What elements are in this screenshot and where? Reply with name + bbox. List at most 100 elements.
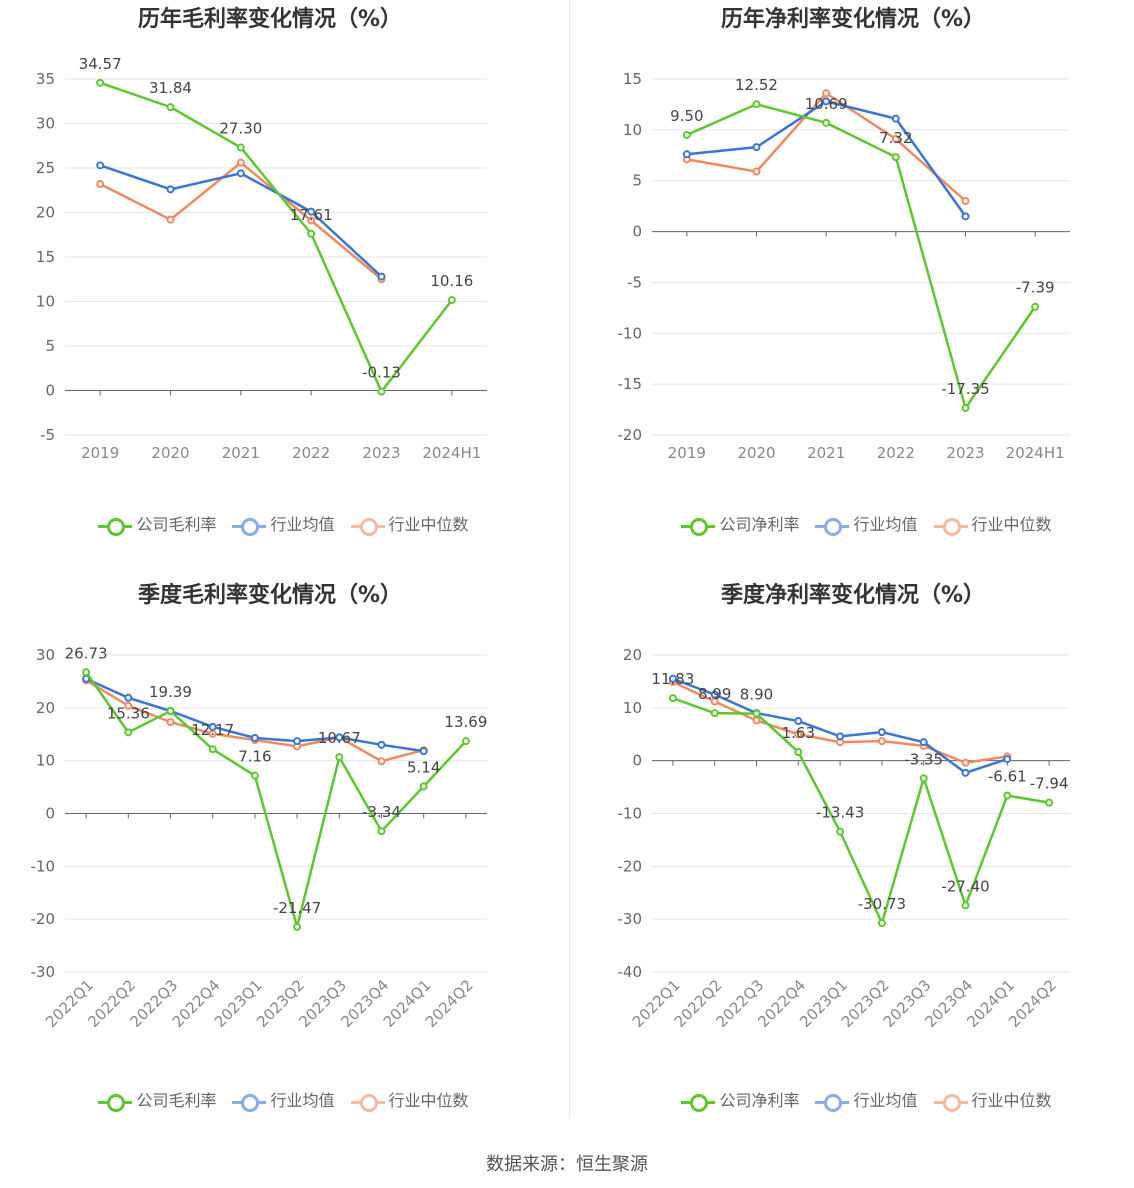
- industry-average-series-point[interactable]: [236, 169, 245, 178]
- company-series-point[interactable]: [377, 387, 386, 396]
- company-series-point[interactable]: [877, 919, 886, 928]
- industry-average-series-point[interactable]: [208, 722, 217, 731]
- industry-average-series-point[interactable]: [307, 207, 316, 216]
- industry-average-series-point[interactable]: [293, 737, 302, 746]
- industry-average-series-point[interactable]: [96, 161, 105, 170]
- industry-average-series-point[interactable]: [250, 733, 259, 742]
- industry-average-series-point[interactable]: [335, 733, 344, 742]
- company-series-point[interactable]: [377, 827, 386, 836]
- industry-median-series-point[interactable]: [752, 716, 761, 725]
- legend-item-industry-average-series[interactable]: 行业均值: [815, 511, 918, 536]
- company-series-point[interactable]: [961, 404, 970, 413]
- data-label: -17.35: [941, 380, 989, 398]
- company-series-point[interactable]: [124, 728, 133, 737]
- legend-swatch-icon: [681, 516, 716, 536]
- y-tick-label: -5: [627, 273, 642, 291]
- legend-label: 公司毛利率: [136, 515, 217, 534]
- legend-item-industry-median-series[interactable]: 行业中位数: [933, 511, 1052, 536]
- company-series-point[interactable]: [82, 668, 91, 677]
- company-series-point[interactable]: [250, 771, 259, 780]
- company-series-point[interactable]: [461, 737, 470, 746]
- y-tick-label: -15: [618, 375, 643, 393]
- industry-average-series-point[interactable]: [919, 738, 928, 747]
- company-series-point[interactable]: [752, 100, 761, 109]
- industry-average-series-point[interactable]: [710, 690, 719, 699]
- y-tick-label: -5: [40, 426, 55, 444]
- company-series-point[interactable]: [682, 130, 691, 139]
- industry-average-series-point[interactable]: [1003, 755, 1012, 764]
- data-label: 19.39: [149, 683, 192, 701]
- legend-item-company-series[interactable]: 公司净利率: [681, 511, 799, 536]
- industry-median-series-point[interactable]: [794, 730, 803, 739]
- y-tick-label: -30: [31, 963, 56, 981]
- industry-average-series-point[interactable]: [682, 150, 691, 159]
- industry-average-series-point[interactable]: [419, 747, 428, 756]
- company-series-point[interactable]: [307, 229, 316, 238]
- company-series-point[interactable]: [822, 118, 831, 127]
- company-series-point[interactable]: [919, 774, 928, 783]
- industry-average-series-point[interactable]: [668, 674, 677, 683]
- legend-item-industry-median-series[interactable]: 行业中位数: [350, 1087, 469, 1112]
- industry-median-series-point[interactable]: [307, 216, 316, 225]
- industry-median-series-point[interactable]: [822, 89, 831, 98]
- company-series-point[interactable]: [236, 143, 245, 152]
- industry-median-series-point[interactable]: [961, 197, 970, 206]
- legend-item-company-series[interactable]: 公司净利率: [681, 1087, 799, 1112]
- industry-average-series-point[interactable]: [377, 272, 386, 281]
- industry-average-series-point[interactable]: [166, 185, 175, 194]
- company-series-point[interactable]: [208, 745, 217, 754]
- industry-average-series-point[interactable]: [961, 768, 970, 777]
- legend-swatch-icon: [933, 1092, 968, 1112]
- industry-average-series-point[interactable]: [877, 728, 886, 737]
- company-series-point[interactable]: [836, 827, 845, 836]
- company-series-point[interactable]: [335, 753, 344, 762]
- industry-median-series-point[interactable]: [891, 135, 900, 144]
- company-series-point[interactable]: [419, 782, 428, 791]
- industry-average-series-point[interactable]: [891, 114, 900, 123]
- company-series-point[interactable]: [668, 694, 677, 703]
- industry-average-series-point[interactable]: [961, 212, 970, 221]
- company-series-point[interactable]: [293, 922, 302, 931]
- quarterly-gross-margin-chart: 季度毛利率变化情况（%） 30 20 10 0 -10 -20 -30 2022Q1 2022Q2…: [0, 576, 567, 1152]
- industry-average-series-point[interactable]: [794, 717, 803, 726]
- industry-average-series-point[interactable]: [836, 732, 845, 741]
- industry-median-series-point[interactable]: [961, 758, 970, 767]
- legend-item-company-series[interactable]: 公司毛利率: [98, 1087, 216, 1112]
- company-series-point[interactable]: [794, 748, 803, 757]
- industry-median-series-point[interactable]: [166, 718, 175, 727]
- industry-median-series-point[interactable]: [236, 158, 245, 167]
- industry-average-series-point[interactable]: [752, 143, 761, 152]
- industry-average-series-point[interactable]: [124, 693, 133, 702]
- company-series-point[interactable]: [752, 709, 761, 718]
- legend-item-industry-average-series[interactable]: 行业均值: [232, 511, 335, 536]
- company-series-point[interactable]: [961, 901, 970, 910]
- company-series-point[interactable]: [96, 78, 105, 87]
- legend-item-industry-average-series[interactable]: 行业均值: [815, 1087, 918, 1112]
- company-series-point[interactable]: [1045, 798, 1054, 807]
- company-series-point[interactable]: [166, 103, 175, 112]
- legend-item-industry-median-series[interactable]: 行业中位数: [933, 1087, 1052, 1112]
- y-tick-label: -10: [31, 857, 56, 875]
- industry-average-series-point[interactable]: [377, 740, 386, 749]
- legend-swatch-icon: [815, 516, 850, 536]
- legend-item-company-series[interactable]: 公司毛利率: [98, 511, 216, 536]
- industry-median-series-point[interactable]: [96, 180, 105, 189]
- y-tick-label: -20: [618, 426, 643, 444]
- y-tick-label: 0: [632, 752, 642, 770]
- legend-item-industry-average-series[interactable]: 行业均值: [232, 1087, 335, 1112]
- industry-average-series-point[interactable]: [822, 97, 831, 106]
- company-series-point[interactable]: [891, 153, 900, 162]
- industry-median-series-point[interactable]: [124, 701, 133, 710]
- company-series-point[interactable]: [710, 709, 719, 718]
- legend-item-industry-median-series[interactable]: 行业中位数: [350, 511, 469, 536]
- company-series-point[interactable]: [1031, 302, 1040, 311]
- industry-median-series-point[interactable]: [166, 215, 175, 224]
- y-tick-label: 10: [36, 752, 55, 770]
- industry-median-series-point[interactable]: [752, 167, 761, 176]
- industry-median-series-point[interactable]: [877, 737, 886, 746]
- industry-median-series-point[interactable]: [377, 757, 386, 766]
- data-label: 34.57: [79, 55, 122, 73]
- company-series-point[interactable]: [166, 707, 175, 716]
- company-series-point[interactable]: [447, 296, 456, 305]
- company-series-point[interactable]: [1003, 791, 1012, 800]
